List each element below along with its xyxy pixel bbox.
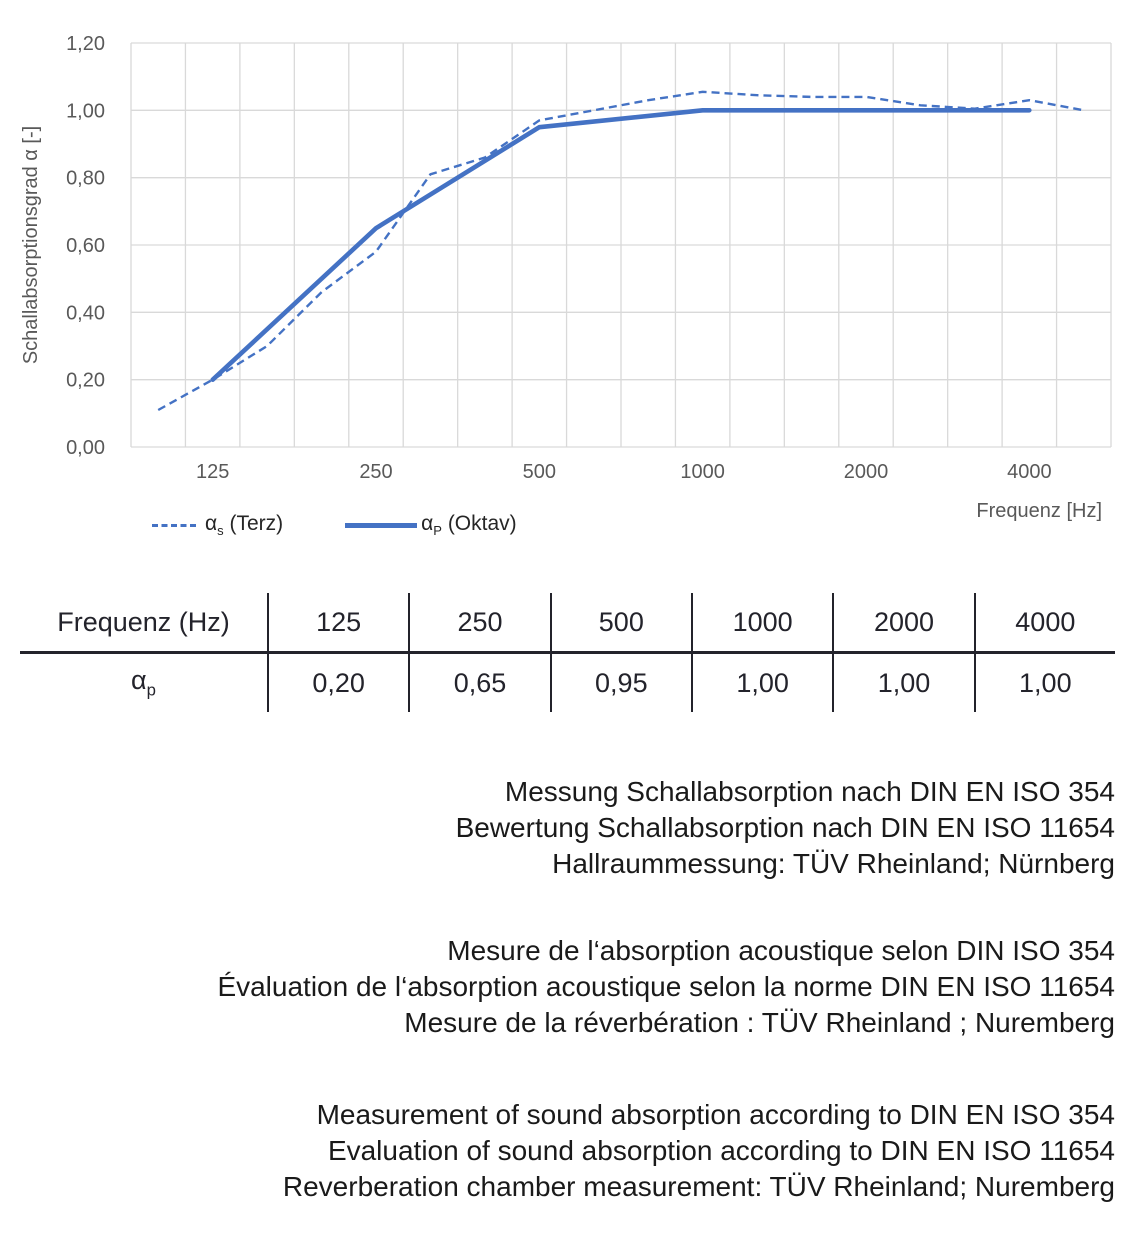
note-french: Mesure de l‘absorption acoustique selon …	[0, 933, 1115, 1041]
svg-text:4000: 4000	[1007, 461, 1052, 483]
x-axis-title: Frequenz [Hz]	[976, 500, 1102, 522]
table-value-cell: 0,20	[267, 654, 408, 712]
absorption-values-table: Frequenz (Hz) 125 250 500 1000 2000 4000…	[20, 593, 1115, 712]
svg-text:0,60: 0,60	[66, 235, 105, 257]
solid-line-swatch-icon	[345, 522, 418, 528]
svg-text:2000: 2000	[844, 461, 889, 483]
table-value-cell: 0,65	[408, 654, 549, 712]
note-line: Measurement of sound absorption accordin…	[316, 1099, 1115, 1130]
svg-text:1000: 1000	[680, 461, 725, 483]
table-row-label: αp	[131, 665, 156, 700]
note-line: Hallraummessung: TÜV Rheinland; Nürnberg	[552, 848, 1115, 879]
svg-text:125: 125	[196, 461, 229, 483]
note-line: Reverberation chamber measurement: TÜV R…	[282, 1171, 1115, 1202]
table-header-cell: 4000	[973, 593, 1115, 654]
note-german: Messung Schallabsorption nach DIN EN ISO…	[0, 774, 1115, 882]
table-header-cell: 125	[267, 593, 409, 654]
chart-plot-area: 0,00 0,20 0,40 0,60 0,80 1,00 1,20 125 250 500 100…	[20, 33, 1112, 483]
chart-legend: αs (Terz) αP (Oktav)	[152, 512, 517, 538]
table-header-cell: 500	[549, 593, 691, 654]
svg-text:0,00: 0,00	[66, 437, 105, 459]
svg-text:0,20: 0,20	[66, 370, 105, 392]
table-value-cell: 1,00	[973, 654, 1115, 712]
note-line: Evaluation of sound absorption according…	[327, 1135, 1115, 1166]
legend-item-terz: αs (Terz)	[152, 512, 283, 538]
legend-label-oktav: αP (Oktav)	[421, 512, 517, 539]
note-line: Évaluation de l‘absorption acoustique se…	[217, 971, 1115, 1002]
svg-text:Schallabsorptionsgrad α [-]: Schallabsorptionsgrad α [-]	[20, 126, 42, 364]
svg-text:1,20: 1,20	[66, 33, 105, 55]
note-line: Messung Schallabsorption nach DIN EN ISO…	[504, 776, 1115, 807]
table-value-cell: 0,95	[549, 654, 691, 712]
note-line: Mesure de l‘absorption acoustique selon …	[447, 935, 1115, 966]
table-header-cell: 2000	[832, 593, 974, 654]
svg-text:250: 250	[359, 461, 392, 483]
table-header-label: Frequenz (Hz)	[20, 593, 267, 654]
legend-label-terz: αs (Terz)	[205, 512, 284, 539]
table-header-cell: 250	[408, 593, 550, 654]
sound-absorption-chart: 0,00 0,20 0,40 0,60 0,80 1,00 1,20 125 250 500 100…	[0, 0, 1135, 565]
table-header-cell: 1000	[690, 593, 833, 654]
table-value-cell: 1,00	[832, 654, 973, 712]
svg-text:1,00: 1,00	[66, 100, 105, 122]
svg-text:0,80: 0,80	[66, 168, 105, 190]
note-english: Measurement of sound absorption accordin…	[0, 1097, 1115, 1205]
table-value-cell: 1,00	[690, 654, 832, 712]
svg-text:500: 500	[523, 461, 556, 483]
dashed-line-swatch-icon	[152, 523, 196, 527]
note-line: Mesure de la réverbération : TÜV Rheinla…	[404, 1007, 1115, 1038]
legend-item-oktav: αP (Oktav)	[345, 512, 517, 538]
svg-text:0,40: 0,40	[66, 302, 105, 324]
chart-footer-row: αs (Terz) αP (Oktav) Frequenz [Hz]	[0, 490, 1135, 565]
note-line: Bewertung Schallabsorption nach DIN EN I…	[455, 812, 1115, 843]
